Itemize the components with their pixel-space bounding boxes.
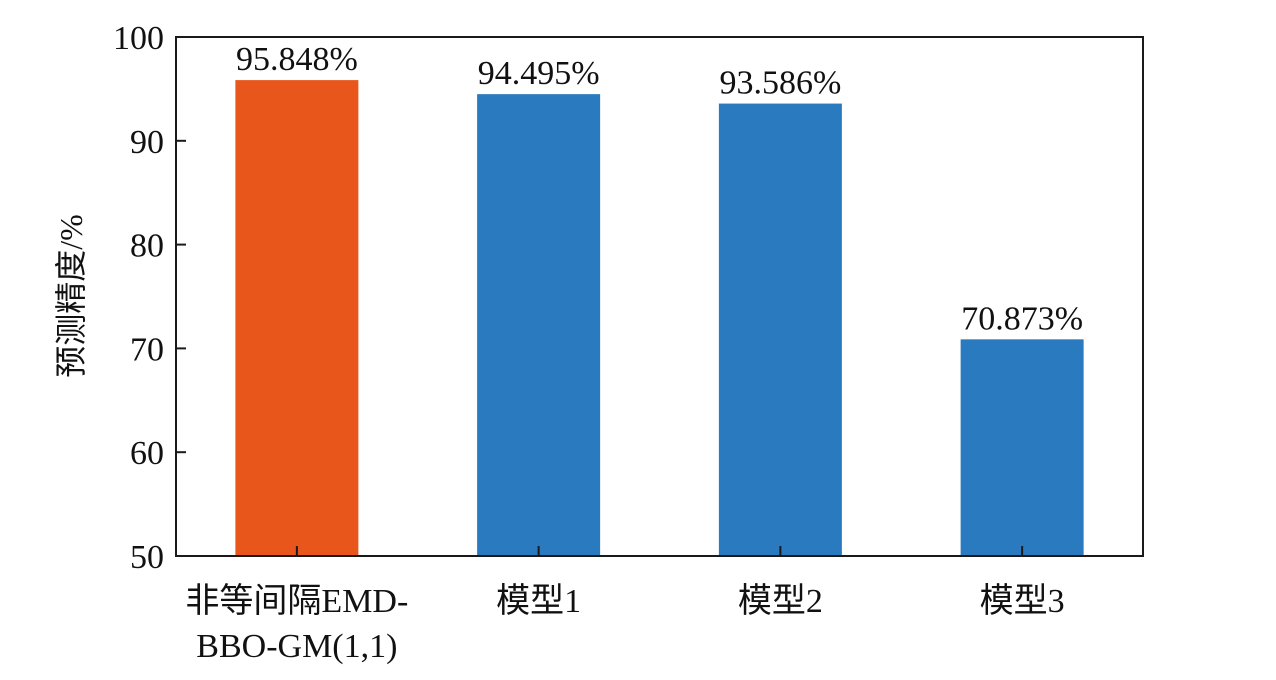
data-label-2: 93.586%	[719, 65, 841, 102]
category-label-2-line-0: 模型2	[738, 582, 823, 620]
y-tick-label-100: 100	[113, 20, 164, 57]
bar-3	[960, 339, 1084, 556]
plot-frame	[175, 36, 1144, 557]
y-tick-label-70: 70	[130, 331, 164, 368]
y-tick-label-80: 80	[130, 228, 164, 265]
y-tick-label-90: 90	[130, 124, 164, 161]
labels-layer: 50 60 70 80 90 100 95.848% 94.495% 93.586% 70.873…	[113, 20, 1083, 665]
category-label-0-line-1: BBO-GM(1,1)	[196, 628, 397, 665]
data-label-0: 95.848%	[236, 41, 358, 78]
bar-2	[718, 103, 842, 556]
data-label-3: 70.873%	[961, 300, 1083, 337]
bars-layer	[235, 80, 1084, 556]
y-axis-title: 预测精度/%	[53, 214, 89, 378]
data-label-1: 94.495%	[478, 55, 600, 92]
y-tick-label-60: 60	[130, 435, 164, 472]
category-label-0-line-0: 非等间隔EMD-	[185, 582, 408, 620]
bar-0	[235, 80, 359, 556]
y-tick-label-50: 50	[130, 539, 164, 576]
category-label-3-line-0: 模型3	[980, 582, 1065, 620]
category-label-1-line-0: 模型1	[496, 582, 581, 620]
bar-1	[477, 94, 601, 556]
axes-layer	[175, 36, 1144, 557]
